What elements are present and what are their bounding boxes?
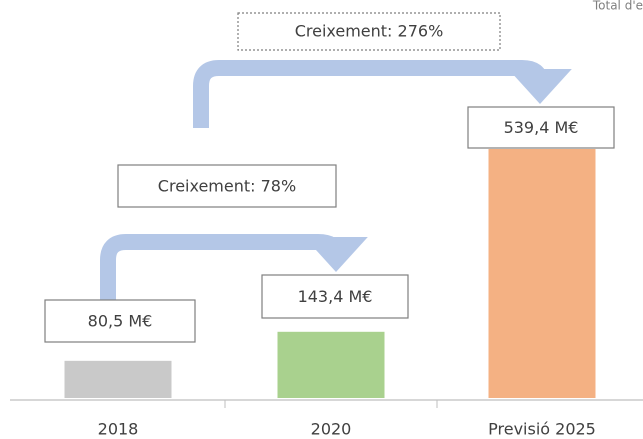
chart-title: Total d'e — [592, 0, 643, 13]
value-label-box — [44, 299, 196, 343]
growth-arrow — [193, 60, 572, 128]
bar — [64, 360, 172, 398]
bar — [488, 149, 596, 398]
annotation: Creixement: 276% — [295, 22, 444, 41]
x-tick-label: Previsió 2025 — [488, 420, 596, 439]
value-label: 80,5 M€ — [88, 312, 153, 331]
bar — [277, 331, 385, 398]
value-label: 539,4 M€ — [504, 118, 579, 137]
growth-arrow — [100, 234, 368, 300]
x-tick-label: 2018 — [98, 420, 139, 439]
annotation-box — [117, 164, 337, 208]
value-label-box — [261, 274, 409, 319]
annotation: Creixement: 78% — [158, 177, 296, 196]
annotation-box — [237, 12, 501, 51]
value-label: 143,4 M€ — [298, 287, 373, 306]
x-tick-label: 2020 — [311, 420, 352, 439]
value-label-box — [467, 106, 615, 149]
